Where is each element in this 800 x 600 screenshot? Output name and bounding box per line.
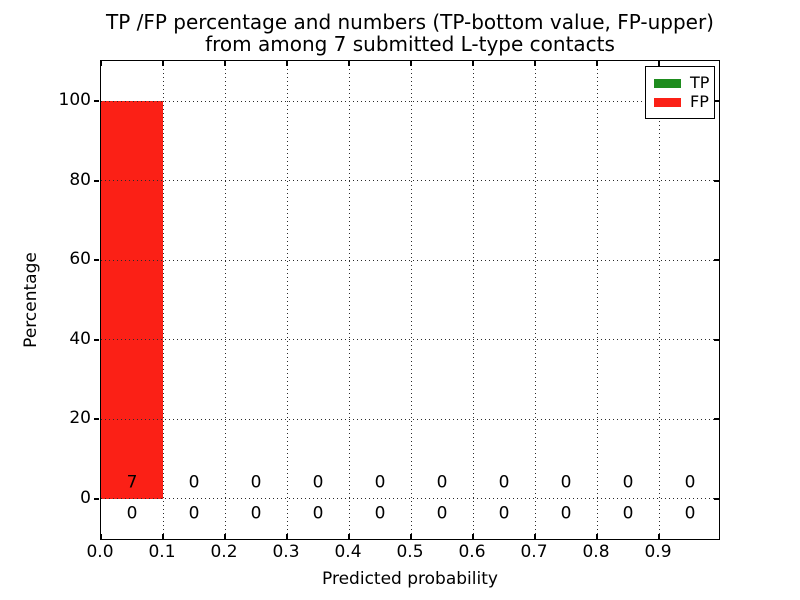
tp-count-label: 0 bbox=[374, 503, 386, 524]
y-tick-right bbox=[714, 338, 719, 341]
x-tick-top bbox=[658, 61, 660, 66]
h-gridline bbox=[101, 100, 719, 102]
y-tick-right bbox=[714, 259, 719, 262]
x-tick-top bbox=[286, 61, 288, 66]
y-tick-label: 60 bbox=[69, 249, 91, 270]
v-gridline bbox=[472, 61, 474, 539]
chart-title-line-2: from among 7 submitted L-type contacts bbox=[205, 32, 615, 56]
tp-count-label: 0 bbox=[684, 503, 696, 524]
x-tick-label: 0.8 bbox=[582, 542, 610, 562]
y-tick-label: 20 bbox=[69, 408, 91, 429]
x-tick-bottom bbox=[658, 534, 660, 539]
tp-legend-label: TP bbox=[690, 73, 710, 92]
plot-area: TP FP 0 0 0 0 0 0 0 0 0 0 7 0 0 0 0 0 0 0 0 0 bbox=[94, 60, 720, 540]
x-axis-label: Predicted probability bbox=[322, 569, 498, 589]
x-tick-top bbox=[410, 61, 412, 66]
x-tick-label: 0.5 bbox=[396, 542, 424, 562]
tp-count-label: 0 bbox=[250, 503, 262, 524]
h-gridline bbox=[101, 180, 719, 182]
x-tick-bottom bbox=[596, 534, 598, 539]
x-tick-label: 0.6 bbox=[458, 542, 486, 562]
x-tick-top bbox=[162, 61, 164, 66]
x-tick-bottom bbox=[224, 534, 226, 539]
fp-count-label: 0 bbox=[622, 472, 634, 493]
v-gridline bbox=[534, 61, 536, 539]
legend-item-fp: FP bbox=[654, 93, 714, 111]
tp-count-label: 0 bbox=[188, 503, 200, 524]
y-tick-right bbox=[714, 418, 719, 421]
v-gridline bbox=[348, 61, 350, 539]
x-tick-label: 0.1 bbox=[148, 542, 176, 562]
fp-count-label: 0 bbox=[188, 472, 200, 493]
x-tick-bottom bbox=[286, 534, 288, 539]
fp-count-label: 0 bbox=[684, 472, 696, 493]
y-tick-left bbox=[94, 338, 99, 341]
chart-title-line-1: TP /FP percentage and numbers (TP-bottom… bbox=[106, 10, 714, 34]
y-tick-right bbox=[714, 100, 719, 103]
legend-item-tp: TP bbox=[654, 74, 714, 92]
v-gridline bbox=[596, 61, 598, 539]
fp-count-label: 0 bbox=[374, 472, 386, 493]
x-tick-label: 0.4 bbox=[334, 542, 362, 562]
h-gridline bbox=[101, 259, 719, 261]
y-tick-right bbox=[714, 497, 719, 500]
x-tick-bottom bbox=[410, 534, 412, 539]
v-gridline bbox=[658, 61, 660, 539]
tp-count-label: 0 bbox=[126, 503, 138, 524]
y-tick-left bbox=[94, 179, 99, 182]
x-tick-bottom bbox=[100, 534, 102, 539]
x-tick-bottom bbox=[472, 534, 474, 539]
y-tick-left bbox=[94, 100, 99, 103]
fp-count-label: 0 bbox=[560, 472, 572, 493]
fp-legend-swatch bbox=[654, 97, 681, 107]
y-tick-right bbox=[714, 179, 719, 182]
v-gridline bbox=[162, 61, 164, 539]
tp-count-label: 0 bbox=[312, 503, 324, 524]
x-tick-label: 0.2 bbox=[210, 542, 238, 562]
x-tick-top bbox=[534, 61, 536, 66]
fp-count-label: 0 bbox=[498, 472, 510, 493]
v-gridline bbox=[286, 61, 288, 539]
y-tick-label: 40 bbox=[69, 328, 91, 349]
v-gridline bbox=[224, 61, 226, 539]
x-tick-top bbox=[596, 61, 598, 66]
y-tick-left bbox=[94, 497, 99, 500]
tp-count-label: 0 bbox=[622, 503, 634, 524]
x-tick-label: 0.3 bbox=[272, 542, 300, 562]
v-gridline bbox=[410, 61, 412, 539]
fp-legend-label: FP bbox=[690, 92, 709, 111]
h-gridline bbox=[101, 498, 719, 500]
x-tick-top bbox=[100, 61, 102, 66]
chart-title: TP /FP percentage and numbers (TP-bottom… bbox=[100, 11, 720, 55]
x-tick-top bbox=[472, 61, 474, 66]
x-tick-label: 0.7 bbox=[520, 542, 548, 562]
y-tick-label: 80 bbox=[69, 169, 91, 190]
x-tick-top bbox=[224, 61, 226, 66]
fp-count-label: 0 bbox=[250, 472, 262, 493]
x-tick-label: 0.9 bbox=[644, 542, 672, 562]
y-tick-label: 100 bbox=[58, 90, 91, 111]
tp-legend-swatch bbox=[654, 78, 681, 88]
fp-bar bbox=[101, 101, 163, 499]
fp-count-label: 0 bbox=[312, 472, 324, 493]
h-gridline bbox=[101, 418, 719, 420]
fp-count-label: 7 bbox=[126, 472, 138, 493]
tp-count-label: 0 bbox=[498, 503, 510, 524]
x-tick-bottom bbox=[162, 534, 164, 539]
y-tick-label: 0 bbox=[80, 487, 91, 508]
legend: TP FP bbox=[645, 66, 715, 119]
x-tick-label: 0.0 bbox=[86, 542, 114, 562]
y-tick-left bbox=[94, 259, 99, 262]
y-tick-left bbox=[94, 418, 99, 421]
x-tick-bottom bbox=[348, 534, 350, 539]
x-tick-top bbox=[348, 61, 350, 66]
fp-count-label: 0 bbox=[436, 472, 448, 493]
tp-count-label: 0 bbox=[436, 503, 448, 524]
tp-count-label: 0 bbox=[560, 503, 572, 524]
x-tick-bottom bbox=[534, 534, 536, 539]
h-gridline bbox=[101, 339, 719, 341]
